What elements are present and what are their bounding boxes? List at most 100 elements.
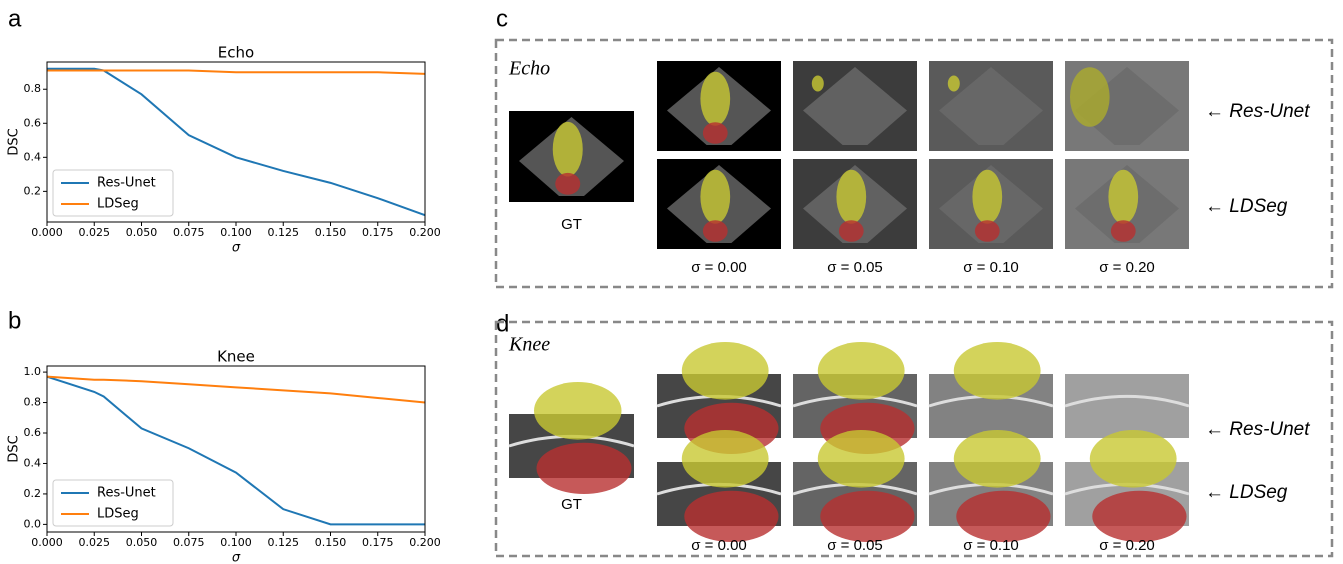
panel-title: Knee bbox=[508, 334, 550, 356]
x-tick-label: 0.100 bbox=[220, 226, 252, 239]
image-tile bbox=[929, 430, 1053, 542]
y-tick-label: 0.0 bbox=[24, 517, 42, 530]
legend-label: LDSeg bbox=[97, 197, 139, 212]
image-tile bbox=[509, 111, 634, 202]
y-tick-label: 0.8 bbox=[24, 82, 42, 95]
x-tick-label: 0.150 bbox=[315, 226, 347, 239]
x-tick-label: 0.200 bbox=[409, 226, 441, 239]
panel-label: a bbox=[8, 5, 22, 32]
image-tile bbox=[657, 430, 781, 542]
gt-label: GT bbox=[561, 496, 582, 513]
x-tick-label: 0.025 bbox=[79, 536, 111, 549]
sigma-label: σ = 0.10 bbox=[963, 537, 1019, 554]
image-tile bbox=[1065, 430, 1189, 542]
seg-yellow bbox=[682, 342, 769, 400]
x-tick-label: 0.075 bbox=[173, 226, 205, 239]
chart-title: Echo bbox=[218, 44, 254, 62]
x-tick-label: 0.175 bbox=[362, 536, 394, 549]
legend-label: LDSeg bbox=[97, 507, 139, 522]
seg-red bbox=[537, 443, 632, 494]
seg-yellow bbox=[954, 342, 1041, 400]
x-tick-label: 0.150 bbox=[315, 536, 347, 549]
x-tick-label: 0.125 bbox=[268, 226, 300, 239]
image-tile bbox=[793, 61, 917, 151]
x-tick-label: 0.000 bbox=[31, 226, 63, 239]
seg-yellow bbox=[954, 430, 1041, 488]
y-tick-label: 0.6 bbox=[24, 426, 42, 439]
seg-red bbox=[703, 122, 728, 144]
sigma-label: σ = 0.00 bbox=[691, 259, 747, 276]
seg-red bbox=[1111, 220, 1136, 242]
sigma-label: σ = 0.00 bbox=[691, 537, 747, 554]
image-tile bbox=[509, 382, 634, 494]
y-tick-label: 1.0 bbox=[24, 365, 42, 378]
legend-label: Res-Unet bbox=[97, 176, 156, 191]
image-tile bbox=[929, 61, 1053, 151]
seg-yellow bbox=[972, 170, 1002, 224]
y-tick-label: 0.2 bbox=[24, 184, 42, 197]
seg-red bbox=[555, 173, 580, 195]
image-tile bbox=[657, 61, 781, 151]
row-label: ← LDSeg bbox=[1205, 482, 1288, 503]
panel-label: d bbox=[496, 310, 509, 337]
chart-title: Knee bbox=[217, 348, 255, 366]
x-tick-label: 0.050 bbox=[126, 226, 158, 239]
seg-yellow bbox=[818, 430, 905, 488]
sigma-label: σ = 0.20 bbox=[1099, 537, 1155, 554]
seg-yellow bbox=[534, 382, 622, 440]
seg-red bbox=[956, 491, 1050, 542]
seg-red bbox=[684, 491, 778, 542]
seg-red bbox=[839, 220, 864, 242]
y-tick-label: 0.6 bbox=[24, 116, 42, 129]
seg-red bbox=[703, 220, 728, 242]
sigma-label: σ = 0.05 bbox=[827, 259, 883, 276]
x-tick-label: 0.125 bbox=[268, 536, 300, 549]
seg-red bbox=[975, 220, 1000, 242]
x-tick-label: 0.000 bbox=[31, 536, 63, 549]
x-axis-label: σ bbox=[232, 241, 241, 256]
image-tile bbox=[793, 430, 917, 542]
panel-label: c bbox=[496, 5, 508, 32]
y-tick-label: 0.8 bbox=[24, 396, 42, 409]
x-tick-label: 0.075 bbox=[173, 536, 205, 549]
seg-yellow bbox=[553, 122, 583, 177]
seg-yellow bbox=[1070, 67, 1110, 126]
seg-yellow bbox=[1108, 170, 1138, 224]
line-series bbox=[47, 71, 425, 74]
y-axis-label: DSC bbox=[7, 128, 22, 155]
seg-yellow bbox=[818, 342, 905, 400]
x-tick-label: 0.050 bbox=[126, 536, 158, 549]
y-tick-label: 0.4 bbox=[24, 150, 42, 163]
image-tile bbox=[1065, 159, 1189, 249]
sigma-label: σ = 0.20 bbox=[1099, 259, 1155, 276]
panel-title: Echo bbox=[508, 58, 550, 80]
row-label: ← Res-Unet bbox=[1205, 419, 1310, 440]
image-tile bbox=[929, 159, 1053, 249]
y-tick-label: 0.2 bbox=[24, 487, 42, 500]
seg-yellow bbox=[812, 76, 824, 92]
seg-yellow bbox=[836, 170, 866, 224]
tile-bg bbox=[1065, 374, 1189, 438]
gt-label: GT bbox=[561, 216, 582, 233]
x-tick-label: 0.025 bbox=[79, 226, 111, 239]
panel-label: b bbox=[8, 307, 21, 334]
row-label: ← Res-Unet bbox=[1205, 101, 1310, 122]
seg-yellow bbox=[700, 170, 730, 224]
seg-yellow bbox=[948, 76, 960, 92]
y-axis-label: DSC bbox=[7, 435, 22, 462]
image-tile bbox=[793, 159, 917, 249]
image-tile bbox=[929, 342, 1053, 438]
seg-yellow bbox=[682, 430, 769, 488]
seg-yellow bbox=[700, 72, 730, 126]
image-tile bbox=[1065, 374, 1189, 438]
figure: a b c d Echo 0.000 0.025 0.050 0.075 0.100 0.1… bbox=[0, 0, 1343, 564]
x-axis-label: σ bbox=[232, 551, 241, 564]
seg-red bbox=[820, 491, 914, 542]
legend-label: Res-Unet bbox=[97, 486, 156, 501]
x-tick-label: 0.100 bbox=[220, 536, 252, 549]
image-tile bbox=[657, 159, 781, 249]
x-tick-label: 0.175 bbox=[362, 226, 394, 239]
seg-yellow bbox=[1090, 430, 1177, 488]
page: a b c d Echo 0.000 0.025 0.050 0.075 0.100 0.1… bbox=[0, 0, 1343, 564]
line-series bbox=[47, 377, 425, 403]
